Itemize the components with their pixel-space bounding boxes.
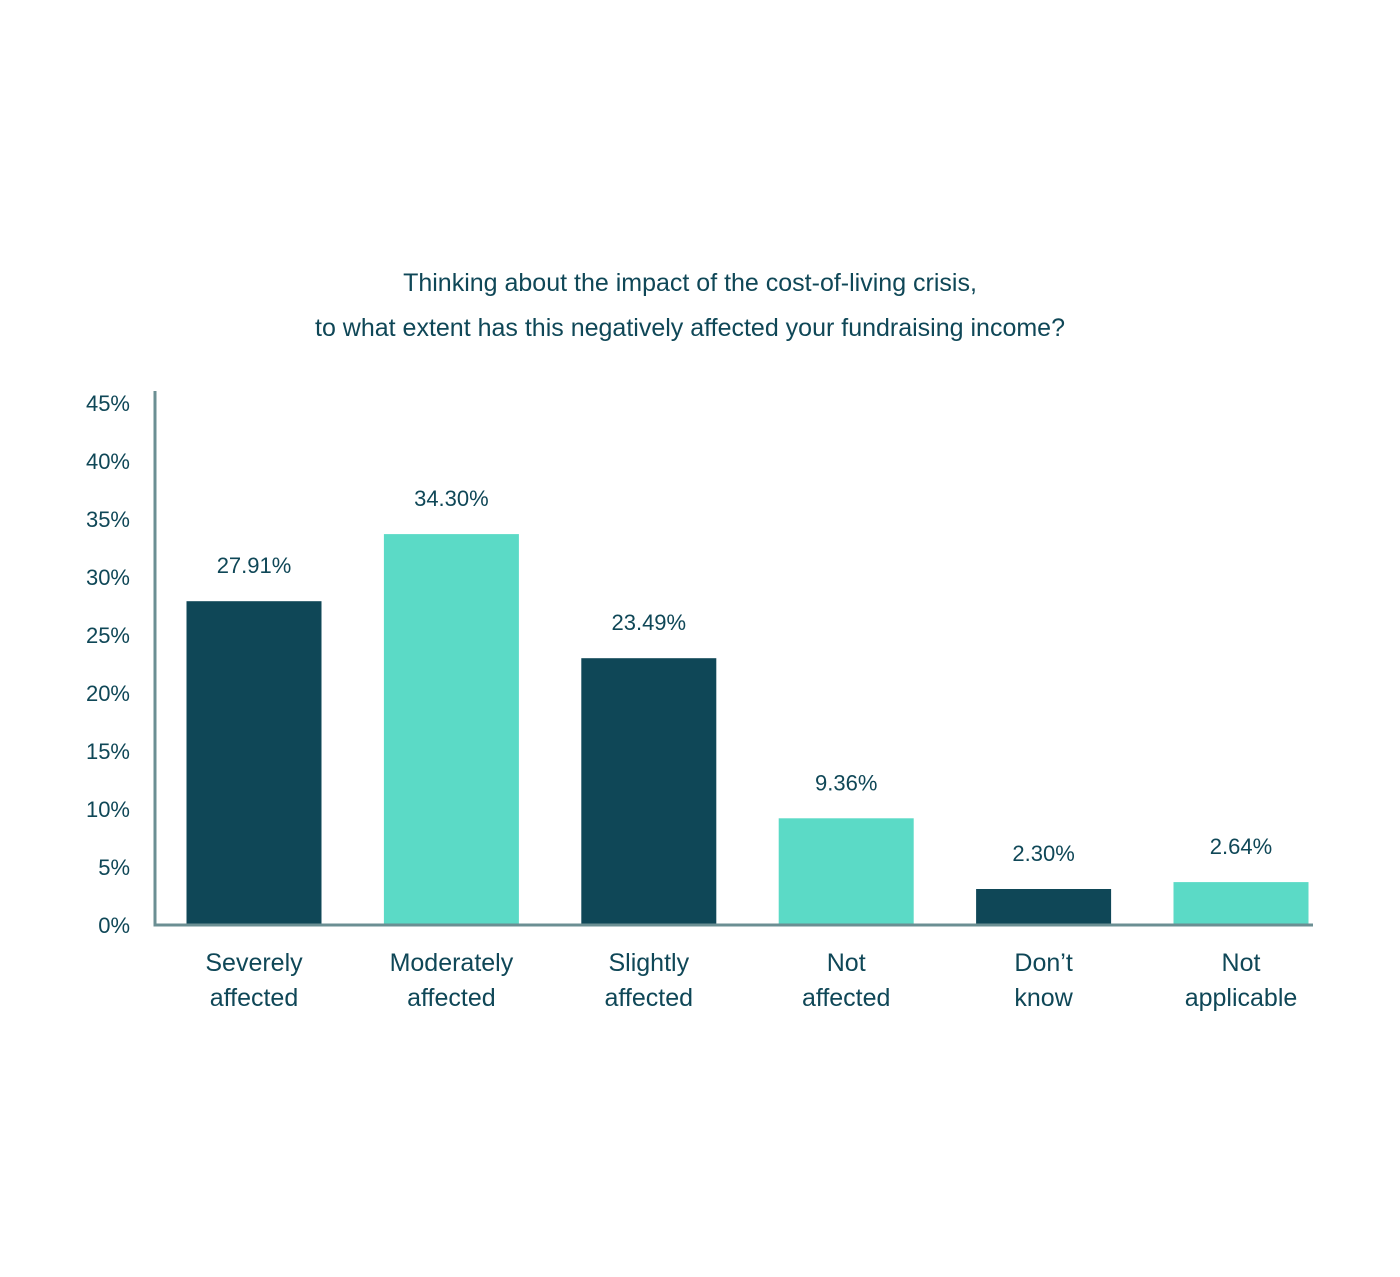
y-tick-label-45: 45% xyxy=(86,391,130,416)
y-tick-label-5: 5% xyxy=(98,855,130,880)
bars xyxy=(186,534,1309,925)
data-label-1: 34.30% xyxy=(414,486,489,511)
y-tick-label-35: 35% xyxy=(86,507,130,532)
category-label-0-line-2: affected xyxy=(210,984,299,1012)
category-label-2-line-1: Slightly xyxy=(609,949,690,977)
y-tick-label-15: 15% xyxy=(86,739,130,764)
category-label-3-line-2: affected xyxy=(802,984,891,1012)
y-tick-label-40: 40% xyxy=(86,449,130,474)
category-label-4-line-2: know xyxy=(1014,984,1073,1012)
chart-title-line-2: to what extent has this negatively affec… xyxy=(315,314,1065,342)
category-label-1-line-2: affected xyxy=(407,984,496,1012)
category-label-0-line-1: Severely xyxy=(205,949,303,977)
category-label-5-line-1: Not xyxy=(1222,949,1261,977)
y-tick-label-25: 25% xyxy=(86,623,130,648)
y-tick-label-20: 20% xyxy=(86,681,130,706)
data-label-4: 2.30% xyxy=(1012,841,1074,866)
data-label-3: 9.36% xyxy=(815,770,877,795)
data-labels: 27.91% 34.30% 23.49% 9.36% 2.30% 2.64% xyxy=(217,486,1273,866)
category-label-3-line-1: Not xyxy=(827,949,866,977)
chart-title-line-1: Thinking about the impact of the cost-of… xyxy=(403,269,977,297)
bar-2 xyxy=(581,658,717,925)
data-label-2: 23.49% xyxy=(611,610,686,635)
bar-0 xyxy=(186,601,322,925)
category-label-5-line-2: applicable xyxy=(1185,984,1298,1012)
category-label-1-line-1: Moderately xyxy=(390,949,514,977)
x-axis-labels: Severely affected Moderately affected Slight… xyxy=(205,949,1297,1012)
bar-1 xyxy=(383,534,519,925)
y-tick-label-30: 30% xyxy=(86,565,130,590)
y-tick-label-0: 0% xyxy=(98,913,130,938)
data-label-0: 27.91% xyxy=(217,553,292,578)
bar-3 xyxy=(778,818,914,925)
y-axis-ticks: 0% 5% 10% 15% 20% 25% 30% 35% 40% 45% xyxy=(86,391,130,938)
category-label-4-line-1: Don’t xyxy=(1014,949,1072,977)
chart-title: Thinking about the impact of the cost-of… xyxy=(315,269,1065,342)
bar-4 xyxy=(976,889,1112,925)
axes xyxy=(153,391,1313,927)
category-label-2-line-2: affected xyxy=(605,984,694,1012)
data-label-5: 2.64% xyxy=(1210,834,1272,859)
y-tick-label-10: 10% xyxy=(86,797,130,822)
bar-5 xyxy=(1173,882,1309,925)
